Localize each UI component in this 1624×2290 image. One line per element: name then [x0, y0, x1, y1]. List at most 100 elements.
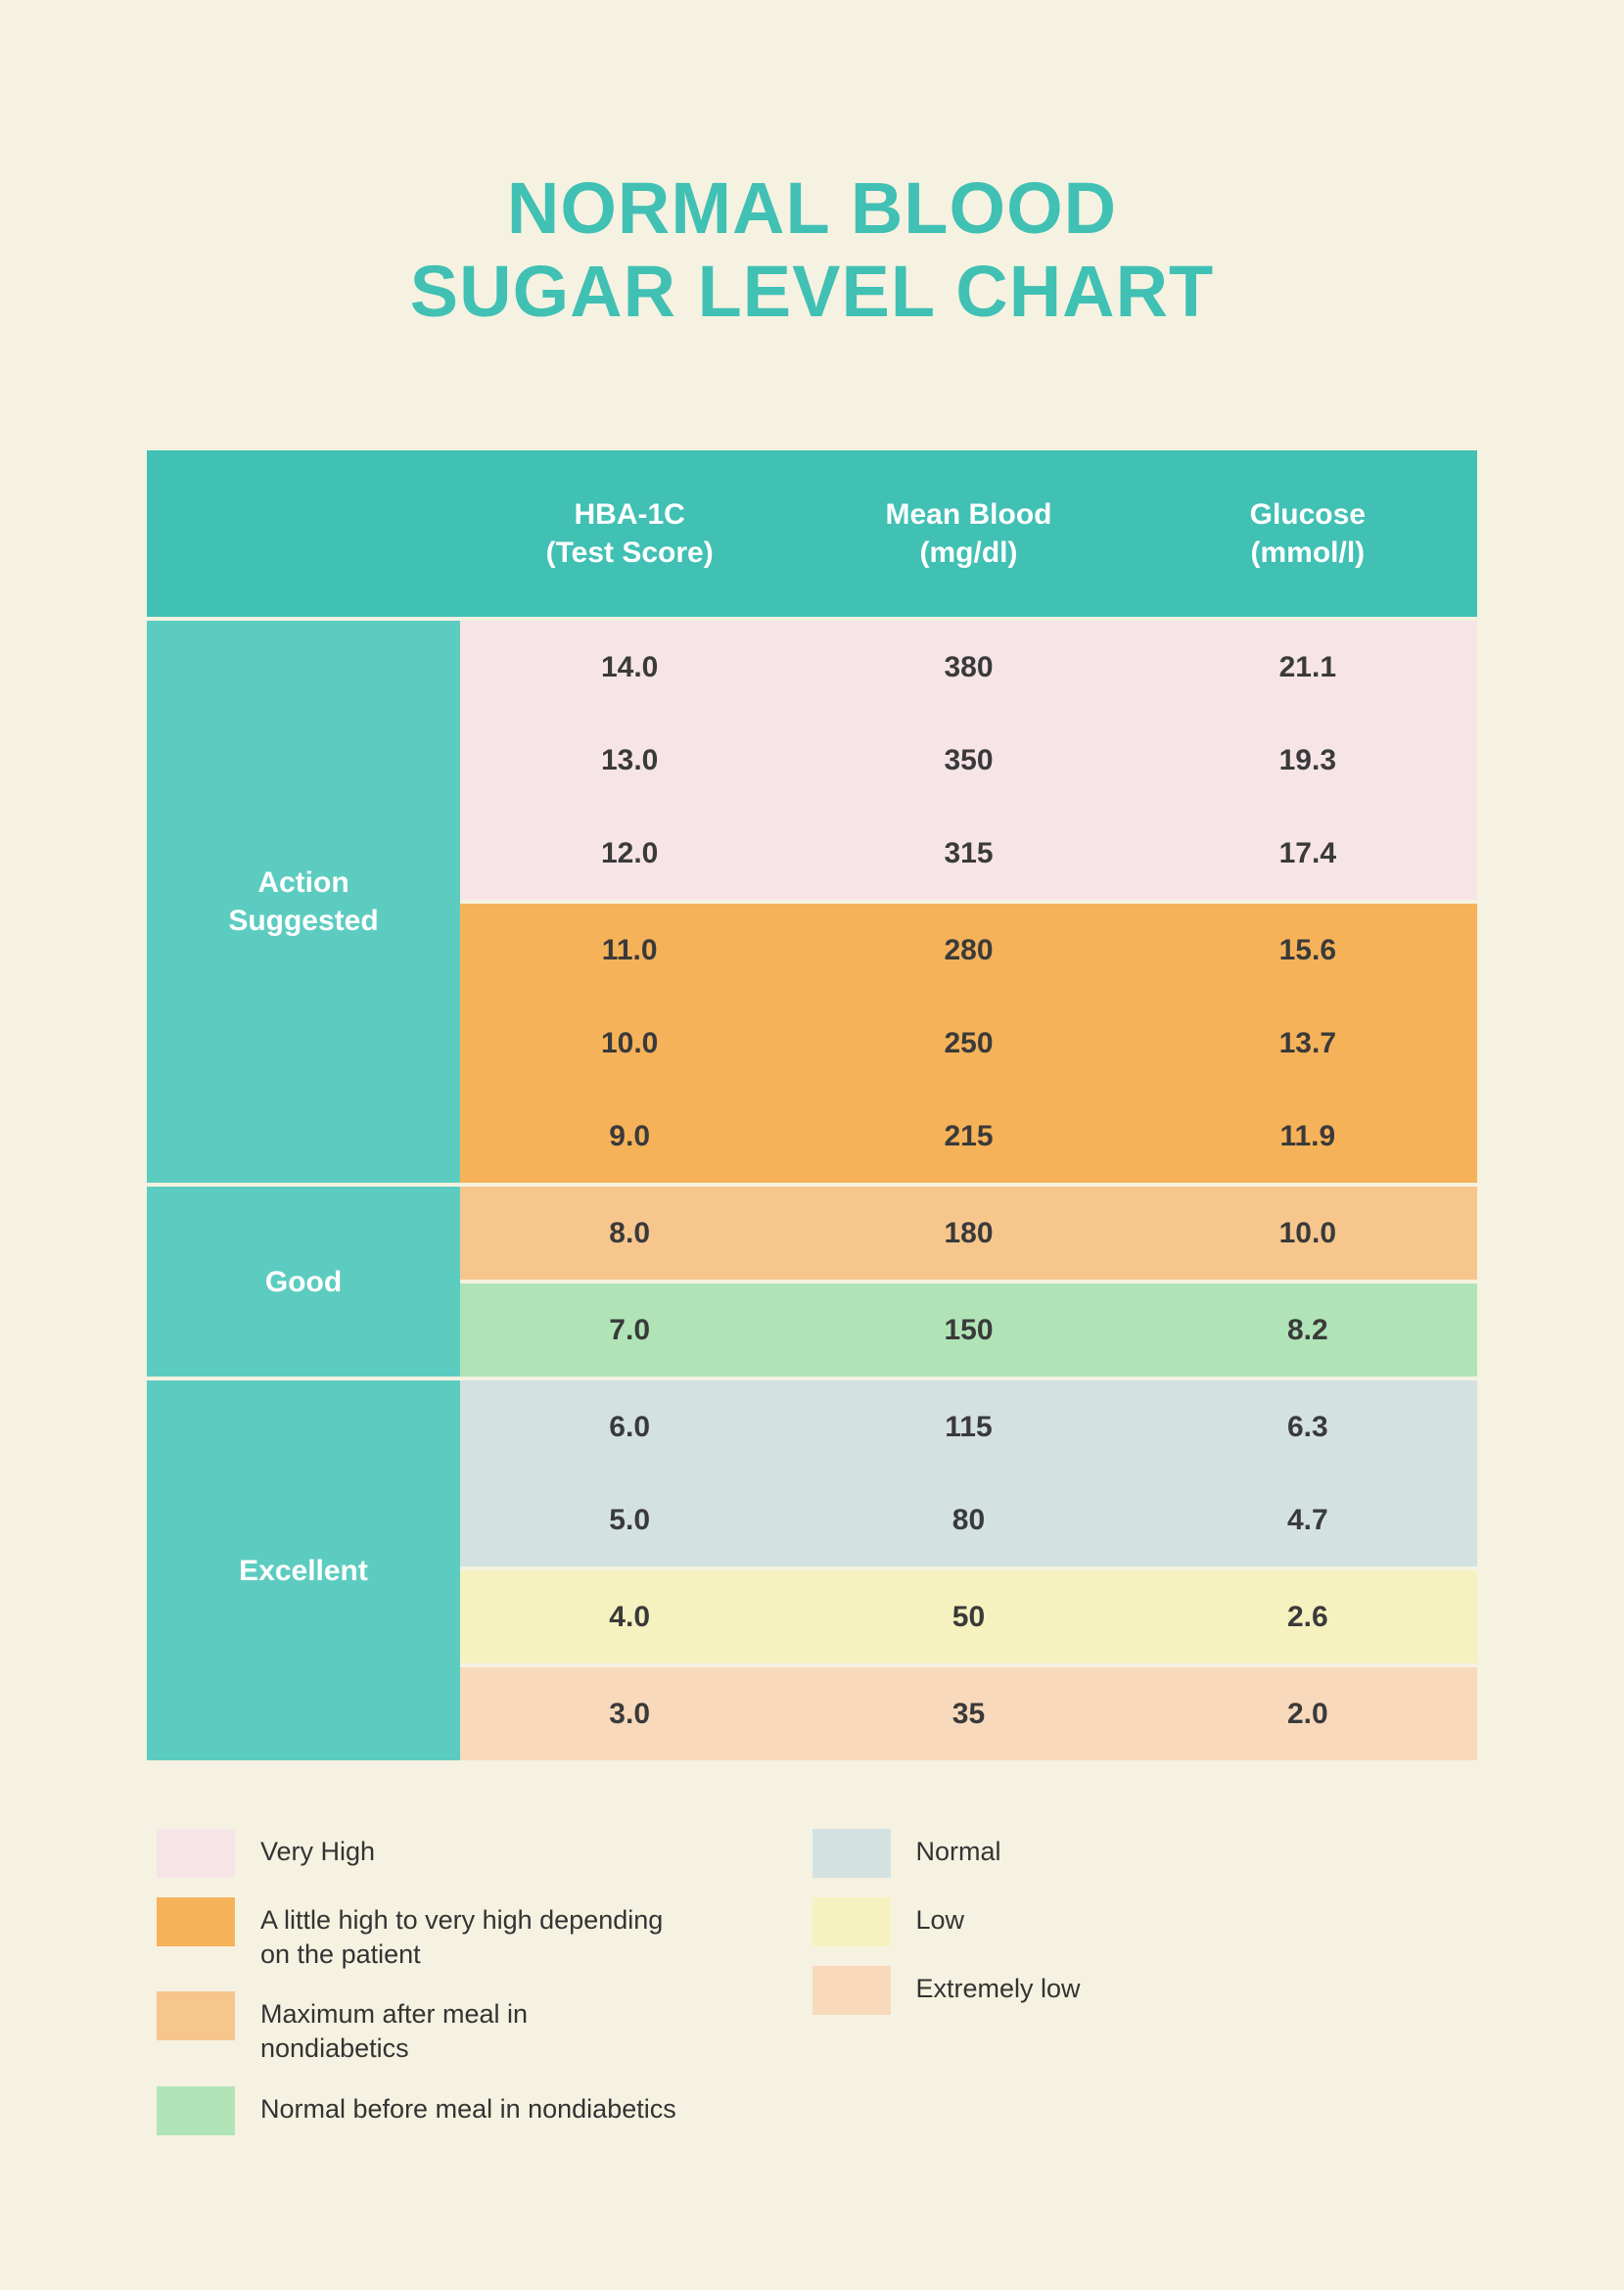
- table-row: 12.031517.4: [460, 807, 1477, 900]
- column-header-mean-blood: Mean Blood (mg/dl): [799, 495, 1137, 572]
- data-cell: 35: [799, 1698, 1137, 1731]
- color-band: 3.0352.0: [460, 1663, 1477, 1760]
- data-cell: 280: [799, 934, 1137, 967]
- data-cell: 10.0: [1138, 1217, 1477, 1250]
- table-row: 8.018010.0: [460, 1187, 1477, 1280]
- legend-swatch: [157, 1991, 235, 2040]
- chart-title: NORMAL BLOOD SUGAR LEVEL CHART: [147, 166, 1477, 333]
- table-header-row: HBA-1C (Test Score) Mean Blood (mg/dl) G…: [147, 450, 1477, 617]
- data-cell: 14.0: [460, 651, 799, 684]
- legend-item: Extremely low: [812, 1966, 1468, 2015]
- data-cell: 17.4: [1138, 837, 1477, 870]
- data-cell: 250: [799, 1027, 1137, 1060]
- data-cell: 2.0: [1138, 1698, 1477, 1731]
- legend-label: Normal: [916, 1829, 1001, 1869]
- data-cell: 11.0: [460, 934, 799, 967]
- section-body: 8.018010.07.01508.2: [460, 1183, 1477, 1377]
- data-cell: 350: [799, 744, 1137, 777]
- legend-swatch: [812, 1897, 891, 1946]
- section-label: Good: [147, 1183, 460, 1377]
- data-cell: 2.6: [1138, 1601, 1477, 1634]
- data-cell: 115: [799, 1411, 1137, 1444]
- data-cell: 21.1: [1138, 651, 1477, 684]
- title-line-2: SUGAR LEVEL CHART: [410, 251, 1214, 332]
- table-section: ActionSuggested14.038021.113.035019.312.…: [147, 617, 1477, 1183]
- table-row: 14.038021.1: [460, 621, 1477, 714]
- col-header-line: (mg/dl): [920, 537, 1018, 569]
- col-header-line: Glucose: [1250, 498, 1366, 531]
- legend-item: Very High: [157, 1829, 812, 1878]
- table-row: 4.0502.6: [460, 1570, 1477, 1663]
- data-cell: 6.0: [460, 1411, 799, 1444]
- data-cell: 13.7: [1138, 1027, 1477, 1060]
- col-header-line: (mmol/l): [1250, 537, 1365, 569]
- legend-column-left: Very High A little high to very high depe…: [157, 1829, 812, 2134]
- table-row: 10.025013.7: [460, 997, 1477, 1090]
- color-band: 6.01156.35.0804.7: [460, 1377, 1477, 1566]
- data-cell: 8.2: [1138, 1314, 1477, 1347]
- table-row: 3.0352.0: [460, 1667, 1477, 1760]
- table-row: 13.035019.3: [460, 714, 1477, 807]
- legend-item: A little high to very high depending on …: [157, 1897, 812, 1972]
- column-header-hba1c: HBA-1C (Test Score): [460, 495, 799, 572]
- table-row: 11.028015.6: [460, 904, 1477, 997]
- table-sections: ActionSuggested14.038021.113.035019.312.…: [147, 617, 1477, 1760]
- data-cell: 19.3: [1138, 744, 1477, 777]
- table-row: 6.01156.3: [460, 1380, 1477, 1473]
- table-row: 7.01508.2: [460, 1284, 1477, 1377]
- data-cell: 11.9: [1138, 1120, 1477, 1153]
- color-band: 14.038021.113.035019.312.031517.4: [460, 617, 1477, 900]
- data-cell: 315: [799, 837, 1137, 870]
- data-cell: 3.0: [460, 1698, 799, 1731]
- table-section: Excellent6.01156.35.0804.74.0502.63.0352…: [147, 1377, 1477, 1760]
- data-cell: 7.0: [460, 1314, 799, 1347]
- data-cell: 10.0: [460, 1027, 799, 1060]
- legend-item: Low: [812, 1897, 1468, 1946]
- legend-swatch: [157, 1829, 235, 1878]
- data-cell: 6.3: [1138, 1411, 1477, 1444]
- section-body: 6.01156.35.0804.74.0502.63.0352.0: [460, 1377, 1477, 1760]
- color-band: 7.01508.2: [460, 1280, 1477, 1377]
- legend-label: Maximum after meal in nondiabetics: [260, 1991, 681, 2066]
- col-header-line: Mean Blood: [885, 498, 1051, 531]
- data-cell: 13.0: [460, 744, 799, 777]
- data-cell: 8.0: [460, 1217, 799, 1250]
- legend-label: Normal before meal in nondiabetics: [260, 2086, 676, 2126]
- data-cell: 15.6: [1138, 934, 1477, 967]
- blood-sugar-chart: HBA-1C (Test Score) Mean Blood (mg/dl) G…: [147, 450, 1477, 1760]
- legend-item: Maximum after meal in nondiabetics: [157, 1991, 812, 2066]
- table-row: 5.0804.7: [460, 1473, 1477, 1566]
- table-row: 9.021511.9: [460, 1090, 1477, 1183]
- data-cell: 12.0: [460, 837, 799, 870]
- legend-column-right: Normal Low Extremely low: [812, 1829, 1468, 2134]
- legend-swatch: [157, 1897, 235, 1946]
- color-band: 8.018010.0: [460, 1183, 1477, 1280]
- section-body: 14.038021.113.035019.312.031517.411.0280…: [460, 617, 1477, 1183]
- legend-label: A little high to very high depending on …: [260, 1897, 681, 1972]
- data-cell: 150: [799, 1314, 1137, 1347]
- title-line-1: NORMAL BLOOD: [507, 167, 1117, 249]
- data-cell: 50: [799, 1601, 1137, 1634]
- data-cell: 4.7: [1138, 1504, 1477, 1537]
- legend-label: Low: [916, 1897, 965, 1938]
- header-columns: HBA-1C (Test Score) Mean Blood (mg/dl) G…: [460, 495, 1477, 572]
- color-band: 11.028015.610.025013.79.021511.9: [460, 900, 1477, 1183]
- legend-label: Very High: [260, 1829, 375, 1869]
- color-band: 4.0502.6: [460, 1566, 1477, 1663]
- column-header-glucose: Glucose (mmol/l): [1138, 495, 1477, 572]
- data-cell: 215: [799, 1120, 1137, 1153]
- col-header-line: (Test Score): [546, 537, 714, 569]
- legend-swatch: [157, 2086, 235, 2135]
- legend-label: Extremely low: [916, 1966, 1081, 2006]
- section-label: ActionSuggested: [147, 617, 460, 1183]
- data-cell: 5.0: [460, 1504, 799, 1537]
- data-cell: 180: [799, 1217, 1137, 1250]
- data-cell: 4.0: [460, 1601, 799, 1634]
- data-cell: 80: [799, 1504, 1137, 1537]
- legend-item: Normal: [812, 1829, 1468, 1878]
- section-label: Excellent: [147, 1377, 460, 1760]
- legend: Very High A little high to very high depe…: [147, 1829, 1477, 2134]
- legend-swatch: [812, 1829, 891, 1878]
- table-section: Good8.018010.07.01508.2: [147, 1183, 1477, 1377]
- legend-item: Normal before meal in nondiabetics: [157, 2086, 812, 2135]
